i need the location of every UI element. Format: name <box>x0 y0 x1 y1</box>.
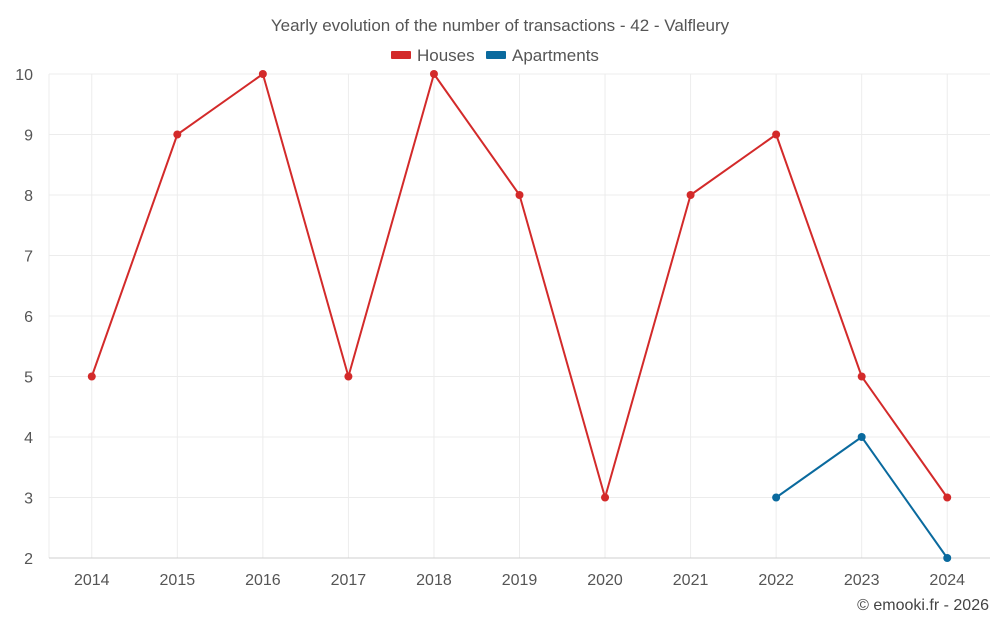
y-tick-label-10: 10 <box>15 67 33 84</box>
y-tick-label-8: 8 <box>24 188 33 205</box>
point-houses-2016[interactable] <box>258 70 267 78</box>
legend-item-apartments[interactable]: Apartments <box>486 46 599 65</box>
point-apartments-2022[interactable] <box>772 493 781 502</box>
series-houses <box>87 70 952 502</box>
x-tick-label-2022: 2022 <box>758 572 794 589</box>
point-houses-2017[interactable] <box>344 372 353 381</box>
legend: Houses Apartments <box>391 46 599 65</box>
x-tick-label-2014: 2014 <box>74 572 110 589</box>
point-houses-2019[interactable] <box>515 191 524 199</box>
point-houses-2023[interactable] <box>857 372 866 381</box>
legend-swatch-apartments <box>486 51 506 59</box>
point-apartments-2023[interactable] <box>857 433 866 441</box>
point-houses-2014[interactable] <box>87 372 96 381</box>
x-tick-label-2018: 2018 <box>416 572 452 589</box>
y-tick-label-7: 7 <box>24 249 33 266</box>
point-houses-2022[interactable] <box>772 130 781 139</box>
point-houses-2020[interactable] <box>601 493 610 502</box>
y-tick-label-4: 4 <box>24 430 33 447</box>
point-houses-2021[interactable] <box>686 191 695 199</box>
grid <box>49 73 990 558</box>
legend-swatch-houses <box>391 51 411 59</box>
point-houses-2015[interactable] <box>173 130 182 139</box>
series-apartments <box>772 433 952 562</box>
legend-item-houses[interactable]: Houses <box>391 46 475 65</box>
x-tick-label-2020: 2020 <box>587 572 623 589</box>
point-houses-2018[interactable] <box>429 70 438 78</box>
axes: 2 3 4 5 6 7 8 9 10 2014 2015 2016 2017 2018 2019 2020 20… <box>15 67 990 589</box>
y-tick-label-2: 2 <box>24 551 33 568</box>
x-tick-label-2019: 2019 <box>502 572 538 589</box>
x-tick-label-2023: 2023 <box>844 572 880 589</box>
y-tick-label-3: 3 <box>24 491 33 508</box>
credit-text: © emooki.fr - 2026 <box>857 597 989 614</box>
x-tick-label-2021: 2021 <box>673 572 709 589</box>
chart-title: Yearly evolution of the number of transa… <box>271 16 730 35</box>
x-tick-label-2016: 2016 <box>245 572 281 589</box>
point-apartments-2024[interactable] <box>943 554 952 562</box>
x-tick-label-2017: 2017 <box>331 572 367 589</box>
series <box>87 70 952 562</box>
y-tick-label-9: 9 <box>24 128 33 145</box>
legend-label-apartments: Apartments <box>512 46 599 65</box>
point-houses-2024[interactable] <box>943 493 952 502</box>
y-tick-label-6: 6 <box>24 309 33 326</box>
x-tick-label-2015: 2015 <box>160 572 196 589</box>
legend-label-houses: Houses <box>417 46 475 65</box>
y-tick-label-5: 5 <box>24 370 33 387</box>
x-tick-label-2024: 2024 <box>929 572 965 589</box>
